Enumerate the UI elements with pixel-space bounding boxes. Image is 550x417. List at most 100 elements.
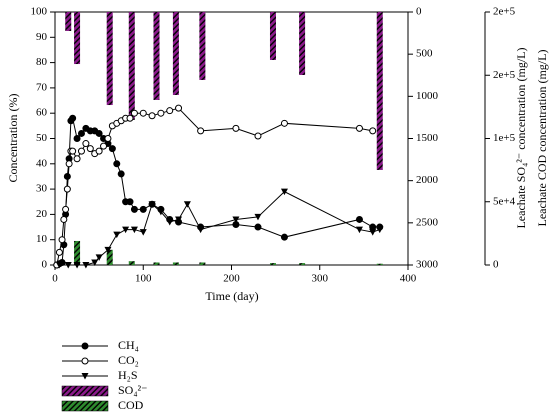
marker xyxy=(73,135,81,142)
marker xyxy=(280,233,288,241)
legend-item: SO₄²⁻ xyxy=(61,383,147,397)
marker xyxy=(63,172,71,180)
series-line xyxy=(56,107,373,266)
marker xyxy=(369,229,377,236)
marker xyxy=(232,216,240,223)
legend-item: COD xyxy=(61,398,144,412)
bar xyxy=(376,263,383,265)
legend-item: CO₂ xyxy=(62,353,139,367)
y2-tick-label: 1000 xyxy=(416,90,439,102)
y2-tick-label: 1500 xyxy=(416,132,439,144)
marker xyxy=(95,254,103,261)
legend-label: CH₄ xyxy=(118,338,139,352)
marker xyxy=(82,140,90,148)
bar xyxy=(128,261,135,265)
bar xyxy=(172,262,179,265)
legend-item: CH₄ xyxy=(62,338,139,352)
marker xyxy=(232,124,240,132)
marker xyxy=(280,188,288,196)
marker xyxy=(166,218,174,226)
y-tick-label: 20 xyxy=(36,208,48,220)
y-tick-label: 0 xyxy=(42,259,48,271)
marker xyxy=(355,226,363,234)
bar xyxy=(128,12,135,120)
marker xyxy=(60,215,68,223)
marker xyxy=(157,109,165,117)
y-tick-label: 60 xyxy=(36,107,48,119)
marker xyxy=(254,223,262,231)
y3-axis-label: Leachate COD concentration (mg/L) xyxy=(535,50,549,227)
marker xyxy=(117,170,125,178)
marker xyxy=(113,231,121,239)
y-tick-label: 80 xyxy=(36,56,48,68)
legend-label: SO₄²⁻ xyxy=(118,383,147,397)
marker xyxy=(55,248,63,256)
marker xyxy=(376,226,384,234)
marker xyxy=(100,142,108,150)
marker xyxy=(369,127,377,135)
x-tick-label: 200 xyxy=(223,273,240,285)
marker xyxy=(81,357,89,365)
marker xyxy=(62,205,70,213)
marker xyxy=(69,147,77,155)
marker xyxy=(175,216,183,223)
marker xyxy=(81,342,89,350)
y3-tick-label: 2e+5 xyxy=(493,6,516,18)
bar xyxy=(106,12,113,106)
y-tick-label: 30 xyxy=(36,183,48,195)
marker xyxy=(104,246,112,254)
marker xyxy=(63,185,71,193)
marker xyxy=(355,124,363,132)
marker xyxy=(81,373,89,380)
marker xyxy=(130,109,138,117)
legend-swatch xyxy=(61,385,109,397)
y2-axis-label: Leachate SO₄²⁻ concentration (mg/L) xyxy=(514,47,528,228)
y3-tick-label: 0 xyxy=(493,259,499,271)
marker xyxy=(73,155,81,163)
marker xyxy=(139,229,147,236)
y3-tick-label: 1e+5 xyxy=(493,132,516,144)
y3-tick-label: 5e+4 xyxy=(493,195,516,207)
marker xyxy=(139,109,147,117)
y-tick-label: 70 xyxy=(36,81,48,93)
bar xyxy=(65,12,72,31)
marker xyxy=(77,147,85,155)
marker xyxy=(104,135,112,142)
marker xyxy=(73,262,81,269)
marker xyxy=(254,132,262,140)
marker xyxy=(58,236,66,244)
bar xyxy=(299,12,306,75)
bar xyxy=(376,12,383,170)
marker xyxy=(113,160,121,168)
bar xyxy=(269,12,276,60)
marker xyxy=(175,104,183,112)
marker xyxy=(95,147,103,155)
y-tick-label: 10 xyxy=(36,233,48,245)
bar xyxy=(153,262,160,265)
x-axis-label: Time (day) xyxy=(205,289,258,303)
marker xyxy=(166,107,174,115)
marker xyxy=(126,114,134,122)
marker xyxy=(95,129,103,137)
bar xyxy=(269,263,276,265)
legend-label: COD xyxy=(118,398,144,412)
marker xyxy=(69,114,77,122)
bar xyxy=(74,12,81,65)
marker xyxy=(91,259,99,266)
marker xyxy=(126,198,134,206)
marker xyxy=(108,145,116,153)
y-tick-label: 100 xyxy=(31,6,48,18)
y2-tick-label: 2000 xyxy=(416,174,439,186)
marker xyxy=(77,129,85,137)
y3-tick-label: 2e+5 xyxy=(493,69,516,81)
legend-item: H₂S xyxy=(62,368,138,382)
marker xyxy=(65,160,73,168)
bar xyxy=(199,262,206,265)
x-tick-label: 400 xyxy=(400,273,417,285)
marker xyxy=(183,201,191,208)
bar xyxy=(199,12,206,80)
marker xyxy=(148,112,156,120)
y2-tick-label: 500 xyxy=(416,48,433,60)
marker xyxy=(64,262,72,269)
